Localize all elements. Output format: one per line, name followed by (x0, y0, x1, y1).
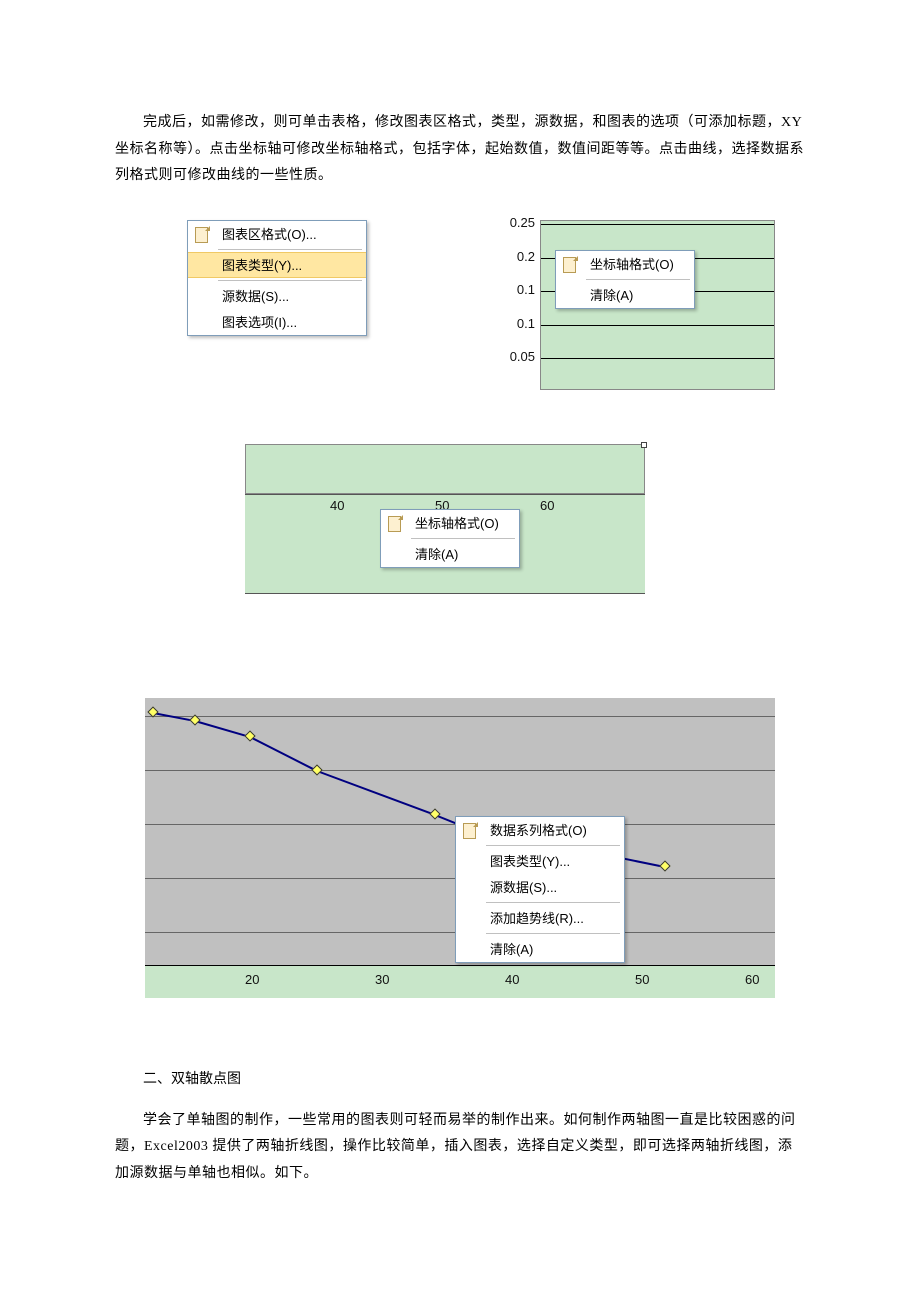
menu-gutter (381, 541, 409, 567)
menu-separator (586, 279, 690, 280)
menu-item-clear[interactable]: 清除(A) (456, 936, 624, 962)
series-plot-container: 20 30 40 50 60 数据系列格式(O) 图表类型(Y)... 源数据(… (145, 698, 775, 998)
menu-gutter (456, 905, 484, 931)
series-segment (250, 736, 318, 772)
doc-icon (556, 251, 584, 277)
y-tick: 0.2 (517, 249, 535, 264)
doc-icon (381, 510, 409, 536)
x-tick: 50 (635, 972, 649, 987)
x-tick: 30 (375, 972, 389, 987)
menu-label: 源数据(S)... (216, 286, 289, 305)
x-tick: 60 (745, 972, 759, 987)
menu-item-axis-format[interactable]: 坐标轴格式(O) (556, 251, 694, 277)
menu-gutter (188, 283, 216, 309)
menu-separator (218, 249, 362, 250)
chart-area-context-menu: 图表区格式(O)... 图表类型(Y)... 源数据(S)... 图表选项(I)… (187, 220, 367, 336)
gridline (145, 770, 775, 771)
menu-label: 数据系列格式(O) (484, 820, 587, 839)
x-tick: 20 (245, 972, 259, 987)
document-page: 完成后，如需修改，则可单击表格，修改图表区格式，类型，源数据，和图表的选项（可添… (0, 0, 920, 1278)
menu-item-chart-area-format[interactable]: 图表区格式(O)... (188, 221, 366, 247)
figure-2: 40 50 60 坐标轴格式(O) 清除(A) (115, 444, 805, 674)
y-axis-plot-container: 0.25 0.2 0.1 0.1 0.05 坐标轴格式(O) 清除(A) (485, 220, 775, 390)
menu-item-source-data[interactable]: 源数据(S)... (188, 283, 366, 309)
series-segment (317, 770, 436, 816)
gridline (541, 224, 774, 225)
selection-handle (641, 442, 647, 448)
y-tick: 0.25 (510, 215, 535, 230)
series-segment (195, 720, 250, 738)
menu-separator (486, 933, 620, 934)
gridline (541, 325, 774, 326)
menu-label: 坐标轴格式(O) (409, 513, 499, 532)
menu-item-chart-type[interactable]: 图表类型(Y)... (188, 252, 366, 278)
axis-context-menu: 坐标轴格式(O) 清除(A) (380, 509, 520, 568)
x-tick: 60 (540, 498, 554, 513)
gridline (541, 358, 774, 359)
menu-gutter (456, 936, 484, 962)
series-marker[interactable] (659, 860, 670, 871)
menu-separator (411, 538, 515, 539)
doc-icon (188, 221, 216, 247)
x-tick: 40 (330, 498, 344, 513)
menu-separator (486, 845, 620, 846)
menu-gutter (456, 848, 484, 874)
menu-separator (486, 902, 620, 903)
menu-item-chart-options[interactable]: 图表选项(I)... (188, 309, 366, 335)
figure-1: 图表区格式(O)... 图表类型(Y)... 源数据(S)... 图表选项(I)… (115, 220, 805, 420)
paragraph-1: 完成后，如需修改，则可单击表格，修改图表区格式，类型，源数据，和图表的选项（可添… (115, 110, 805, 190)
menu-item-chart-type[interactable]: 图表类型(Y)... (456, 848, 624, 874)
menu-separator (218, 280, 362, 281)
y-tick: 0.05 (510, 349, 535, 364)
section-heading-2: 二、双轴散点图 (115, 1068, 805, 1088)
paragraph-2: 学会了单轴图的制作，一些常用的图表则可轻而易举的制作出来。如何制作两轴图一直是比… (115, 1108, 805, 1188)
menu-label: 清除(A) (584, 285, 633, 304)
series-context-menu: 数据系列格式(O) 图表类型(Y)... 源数据(S)... 添加趋势线(R).… (455, 816, 625, 963)
menu-label: 清除(A) (409, 544, 458, 563)
menu-label: 清除(A) (484, 939, 533, 958)
menu-item-add-trendline[interactable]: 添加趋势线(R)... (456, 905, 624, 931)
y-tick: 0.1 (517, 316, 535, 331)
figure-3: 20 30 40 50 60 数据系列格式(O) 图表类型(Y)... 源数据(… (115, 698, 805, 1008)
menu-gutter (556, 282, 584, 308)
menu-label: 图表类型(Y)... (216, 255, 302, 274)
menu-gutter (456, 874, 484, 900)
doc-icon (456, 817, 484, 843)
axis-context-menu: 坐标轴格式(O) 清除(A) (555, 250, 695, 309)
menu-gutter (188, 309, 216, 335)
menu-label: 坐标轴格式(O) (584, 254, 674, 273)
menu-label: 图表类型(Y)... (484, 851, 570, 870)
menu-label: 图表区格式(O)... (216, 224, 317, 243)
menu-item-clear[interactable]: 清除(A) (556, 282, 694, 308)
menu-item-clear[interactable]: 清除(A) (381, 541, 519, 567)
menu-label: 图表选项(I)... (216, 312, 297, 331)
menu-label: 添加趋势线(R)... (484, 908, 584, 927)
menu-item-axis-format[interactable]: 坐标轴格式(O) (381, 510, 519, 536)
x-axis-plot-container: 40 50 60 坐标轴格式(O) 清除(A) (245, 444, 645, 654)
gridline (145, 716, 775, 717)
y-tick: 0.1 (517, 282, 535, 297)
menu-item-series-format[interactable]: 数据系列格式(O) (456, 817, 624, 843)
x-axis-plot-area[interactable] (245, 444, 645, 494)
chart-outer-area (145, 966, 775, 998)
menu-label: 源数据(S)... (484, 877, 557, 896)
menu-item-source-data[interactable]: 源数据(S)... (456, 874, 624, 900)
menu-gutter (188, 253, 216, 277)
x-tick: 40 (505, 972, 519, 987)
